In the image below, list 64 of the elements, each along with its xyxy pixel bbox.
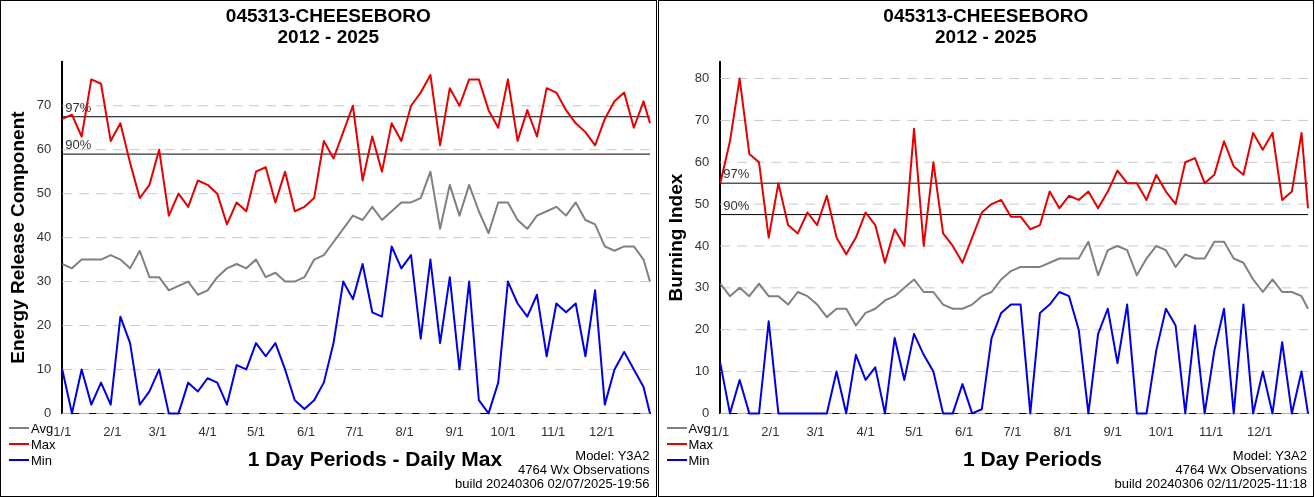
x-tick-label: 9/1 [445, 423, 464, 439]
y-tick-label: 50 [694, 195, 709, 211]
legend-label: Avg [31, 420, 54, 436]
legend-label: Min [31, 452, 52, 468]
x-tick-label: 8/1 [395, 423, 414, 439]
x-tick-label: 7/1 [345, 423, 364, 439]
chart-title: 045313-CHEESEBORO [224, 5, 432, 26]
y-tick-label: 10 [694, 363, 709, 379]
y-tick-label: 0 [701, 404, 709, 420]
y-tick-label: 40 [36, 229, 52, 245]
x-tick-label: 8/1 [1053, 423, 1072, 439]
chart-subtitle: 2012 - 2025 [276, 26, 380, 47]
x-tick-label: 10/1 [490, 423, 516, 439]
y-tick-label: 40 [694, 237, 709, 253]
x-tick-label: 4/1 [856, 423, 875, 439]
text: 4764 Wx Observations [1174, 462, 1307, 477]
text: 4764 Wx Observations [517, 462, 650, 477]
text: Model: Y3A2 [1231, 448, 1307, 463]
legend-label: Min [688, 452, 710, 468]
x-tick-label: 11/1 [1198, 423, 1223, 439]
x-tick-label: 12/1 [1246, 423, 1272, 439]
legend-label: Max [688, 436, 714, 452]
y-tick-label: 60 [36, 141, 52, 157]
x-tick-label: 10/1 [1147, 423, 1174, 439]
x-tick-label: 3/1 [805, 423, 825, 439]
x-tick-label: 12/1 [588, 423, 615, 439]
x-tick-label: 1/1 [53, 423, 72, 439]
x-tick-label: 2/1 [760, 423, 779, 439]
annotation: 90% [65, 137, 92, 153]
y-tick-label: 20 [694, 321, 709, 337]
x-axis-title: 1 Day Periods - Daily Max [247, 447, 503, 470]
x-tick-label: 1/1 [710, 423, 729, 439]
y-tick-label: 80 [694, 70, 709, 86]
text: build 20240306 02/11/2025-11:18 [1114, 476, 1307, 491]
y-tick-label: 20 [36, 317, 52, 333]
x-tick-label: 6/1 [954, 423, 973, 439]
annotation: 97% [722, 166, 750, 182]
x-axis-title: 1 Day Periods [963, 447, 1102, 470]
y-axis-title: Energy Release Component [6, 110, 28, 364]
x-tick-label: 7/1 [1002, 423, 1022, 439]
y-tick-label: 0 [44, 404, 52, 420]
x-tick-label: 5/1 [904, 423, 923, 439]
chart-subtitle: 2012 - 2025 [934, 26, 1038, 47]
legend-label: Max [31, 436, 56, 452]
x-tick-label: 9/1 [1103, 423, 1122, 439]
x-tick-label: 2/1 [103, 423, 122, 439]
y-tick-label: 30 [694, 279, 709, 295]
y-tick-label: 30 [36, 273, 52, 289]
text: build 20240306 02/07/2025-19:56 [455, 476, 650, 491]
y-tick-label: 10 [36, 361, 52, 377]
y-tick-label: 50 [36, 185, 52, 201]
y-tick-label: 70 [36, 97, 52, 113]
chart-title: 045313-CHEESEBORO [882, 5, 1090, 26]
x-tick-label: 4/1 [198, 423, 217, 439]
text: Model: Y3A2 [575, 448, 650, 463]
x-tick-label: 6/1 [297, 423, 316, 439]
y-tick-label: 60 [694, 153, 709, 169]
x-tick-label: 5/1 [246, 423, 266, 439]
x-tick-label: 3/1 [148, 423, 167, 439]
x-tick-label: 11/1 [540, 423, 566, 439]
legend-label: Avg [688, 420, 711, 436]
y-axis-title: Burning Index [664, 173, 686, 302]
y-tick-label: 70 [694, 111, 709, 127]
annotation: 90% [722, 197, 750, 213]
